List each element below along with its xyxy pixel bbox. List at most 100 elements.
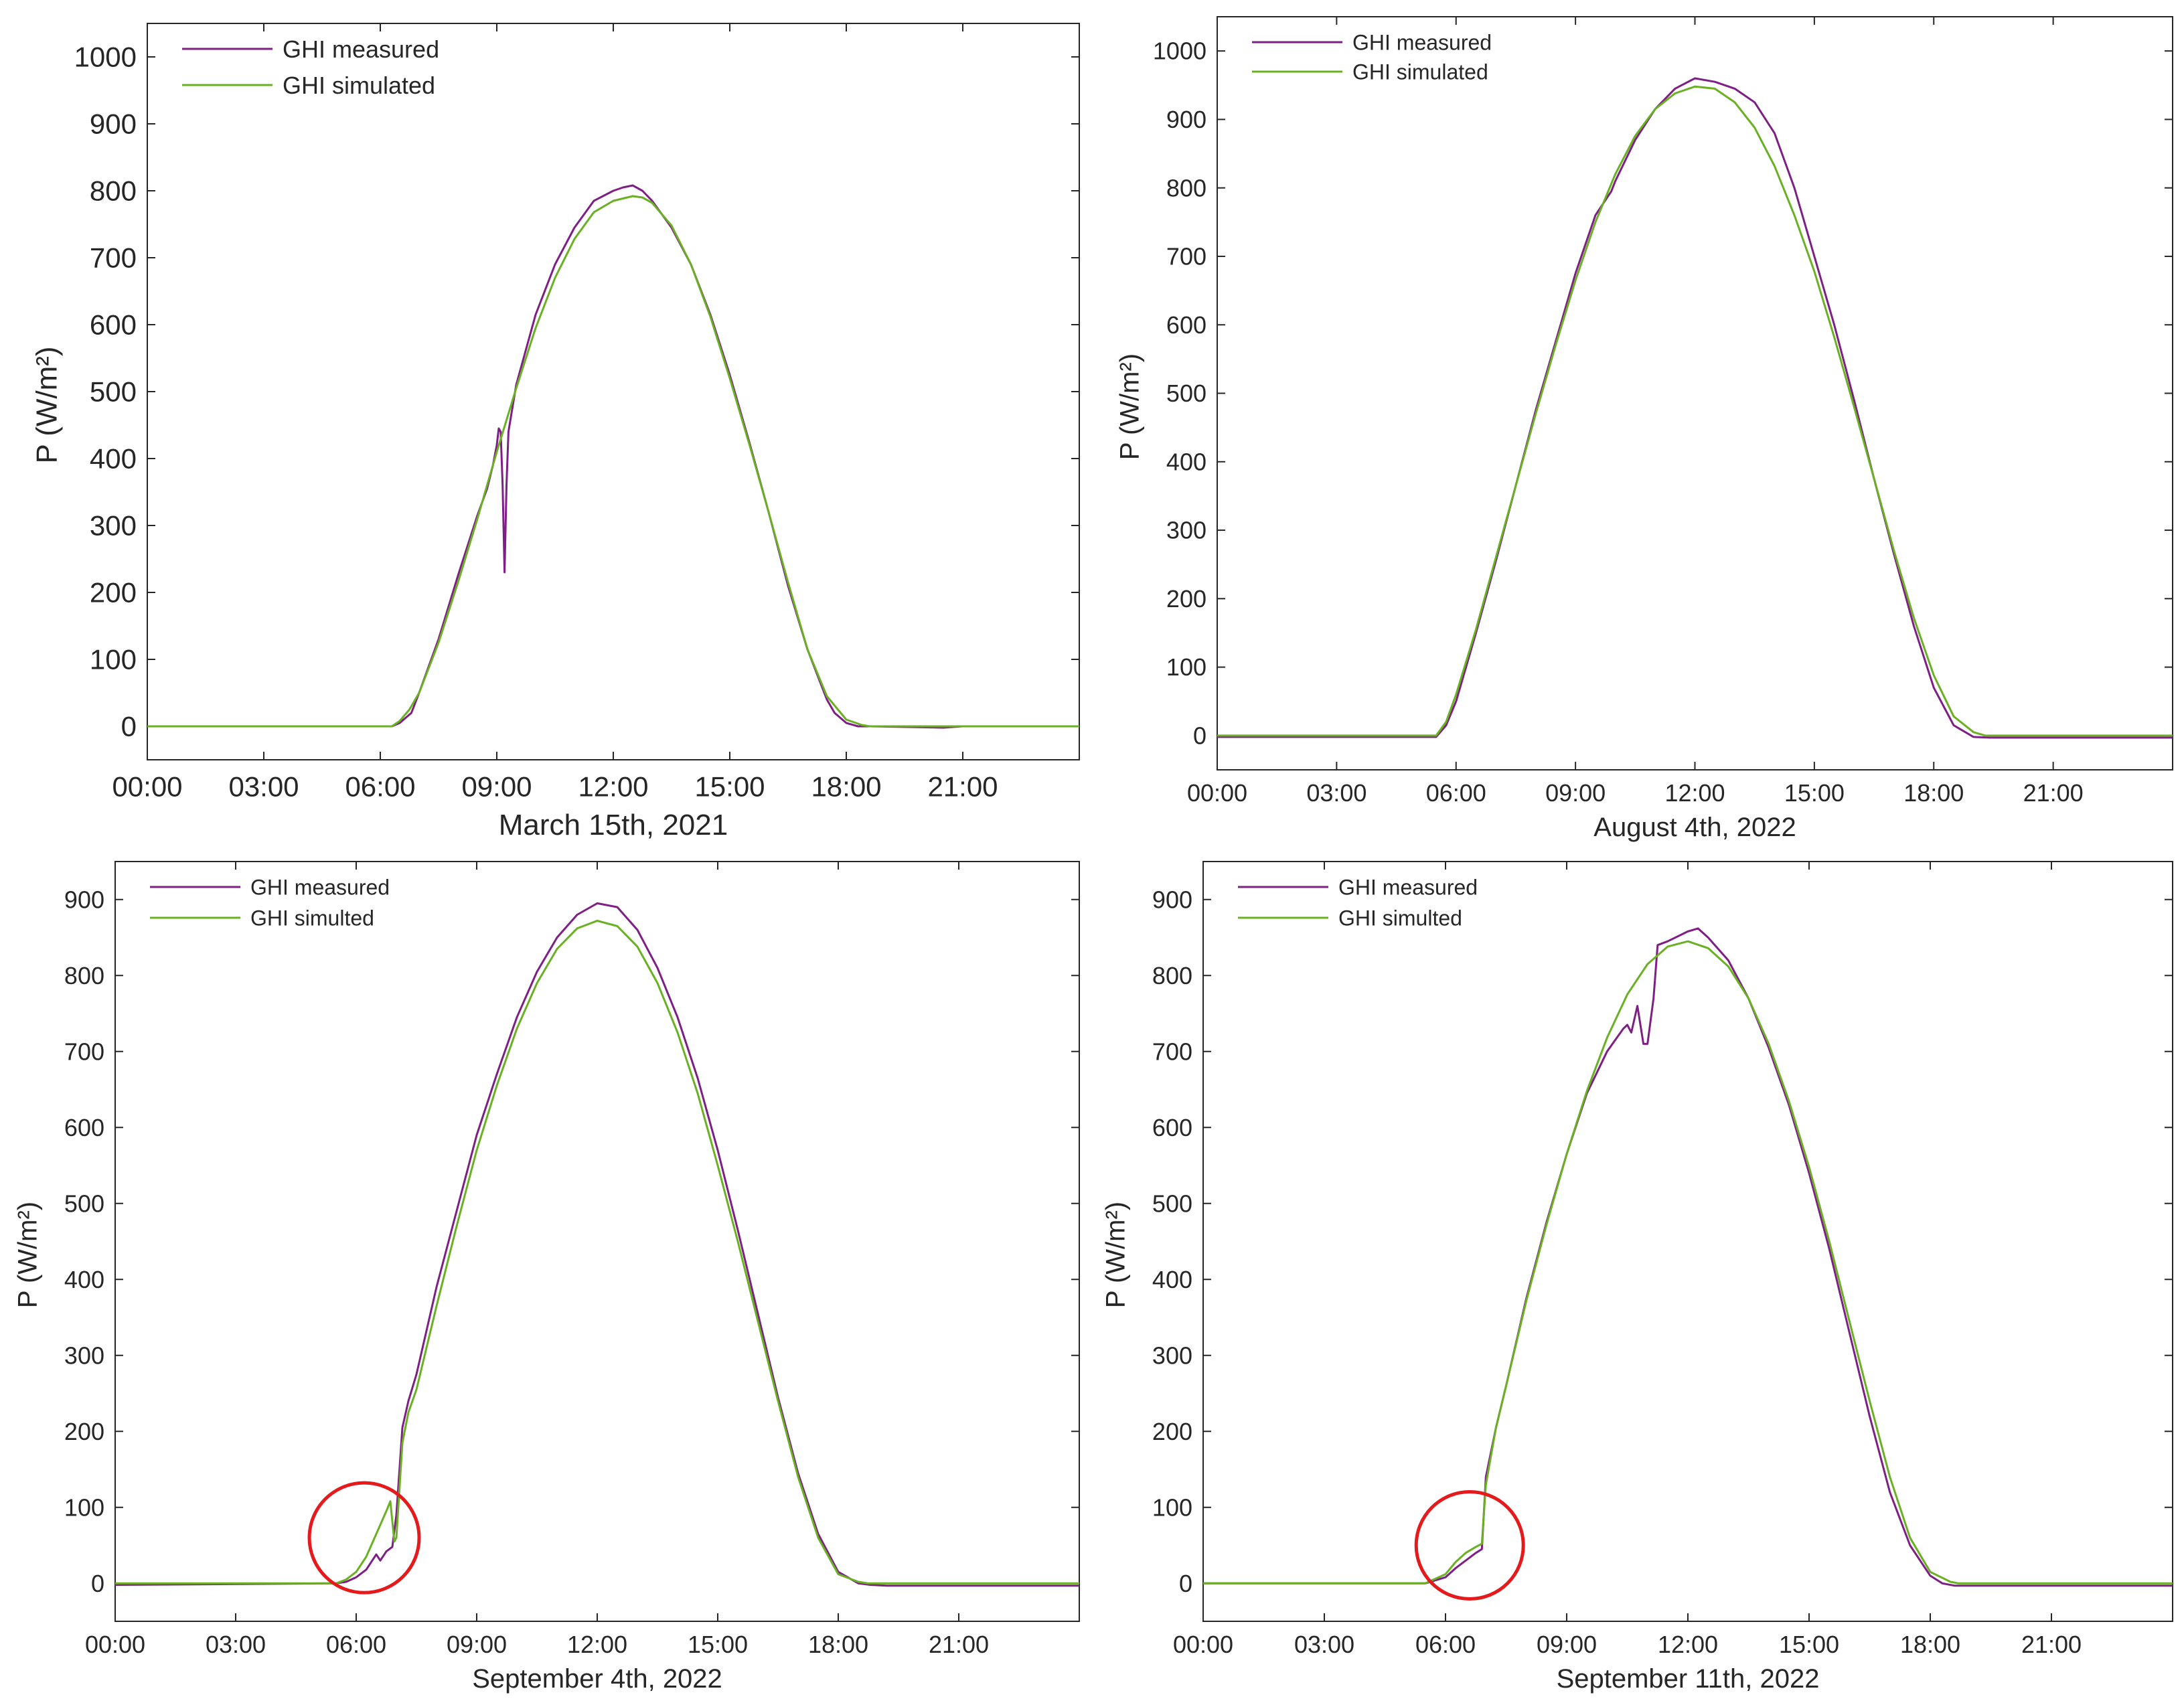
series-line-measured bbox=[147, 184, 1079, 729]
plot-area-frame bbox=[147, 23, 1080, 760]
y-tick-label: 200 bbox=[1152, 1418, 1192, 1445]
x-tick-label: 12:00 bbox=[1658, 1631, 1718, 1658]
y-tick-label: 300 bbox=[1152, 1342, 1192, 1369]
legend-entry-label: GHI measured bbox=[1338, 876, 1478, 900]
y-tick-label: 200 bbox=[90, 577, 137, 608]
y-tick-label: 600 bbox=[1166, 311, 1206, 339]
x-tick-label: 00:00 bbox=[1173, 1631, 1233, 1658]
y-tick-label: 400 bbox=[64, 1266, 104, 1293]
x-tick-label: 09:00 bbox=[447, 1631, 507, 1658]
x-tick-label: 15:00 bbox=[1779, 1631, 1839, 1658]
x-tick-label: 18:00 bbox=[811, 771, 881, 803]
x-tick-label: 09:00 bbox=[461, 771, 532, 803]
y-tick-label: 1000 bbox=[74, 42, 137, 73]
y-tick-label: 900 bbox=[64, 886, 104, 913]
y-tick-label: 400 bbox=[90, 443, 137, 475]
x-tick-label: 09:00 bbox=[1537, 1631, 1597, 1658]
series-line-simulated bbox=[1203, 940, 2173, 1584]
series-line-measured bbox=[1203, 927, 2173, 1587]
chart-panel-2: 0 100 200 300 400 500 600 700 800 900 1000 00:00 03:… bbox=[1115, 16, 2173, 842]
series-line-simulated bbox=[1217, 85, 2173, 737]
y-tick-label: 700 bbox=[90, 242, 137, 274]
x-tick-label: 12:00 bbox=[1664, 779, 1725, 807]
legend-entry-label: GHI simulted bbox=[250, 906, 374, 930]
y-tick-label: 500 bbox=[1166, 380, 1206, 407]
x-tick-label: 00:00 bbox=[85, 1631, 145, 1658]
y-tick-label: 700 bbox=[1166, 243, 1206, 270]
x-axis-label: September 11th, 2022 bbox=[1557, 1664, 1820, 1694]
y-axis-label: P (W/m²) bbox=[13, 1202, 42, 1308]
y-axis-label: P (W/m²) bbox=[1115, 353, 1144, 460]
y-axis-label: P (W/m²) bbox=[30, 346, 63, 463]
y-tick-label: 600 bbox=[90, 309, 137, 341]
plot-area-frame bbox=[114, 861, 1080, 1622]
plot-area-frame bbox=[1202, 861, 2173, 1622]
y-tick-label: 100 bbox=[90, 644, 137, 675]
x-tick-label: 15:00 bbox=[694, 771, 765, 803]
y-tick-label: 800 bbox=[64, 962, 104, 989]
y-tick-label: 400 bbox=[1152, 1266, 1192, 1293]
y-tick-label: 800 bbox=[1166, 174, 1206, 201]
x-tick-label: 21:00 bbox=[927, 771, 998, 803]
series-line-measured bbox=[1217, 77, 2173, 739]
x-tick-label: 03:00 bbox=[1294, 1631, 1354, 1658]
x-tick-label: 15:00 bbox=[1784, 779, 1845, 807]
x-tick-label: 06:00 bbox=[1415, 1631, 1476, 1658]
x-tick-label: 06:00 bbox=[1426, 779, 1486, 807]
x-tick-label: 18:00 bbox=[1900, 1631, 1960, 1658]
legend-entry-label: GHI simulated bbox=[283, 72, 435, 99]
x-tick-label: 21:00 bbox=[929, 1631, 989, 1658]
legend-entry-label: GHI measured bbox=[1352, 31, 1492, 55]
y-axis-label: P (W/m²) bbox=[1101, 1202, 1130, 1308]
x-axis-label: March 15th, 2021 bbox=[499, 809, 728, 841]
x-tick-label: 03:00 bbox=[206, 1631, 266, 1658]
y-tick-label: 400 bbox=[1166, 448, 1206, 475]
y-tick-label: 600 bbox=[1152, 1114, 1192, 1141]
y-tick-label: 100 bbox=[64, 1493, 104, 1521]
y-tick-label: 700 bbox=[64, 1038, 104, 1065]
x-tick-label: 06:00 bbox=[345, 771, 415, 803]
y-tick-label: 100 bbox=[1152, 1493, 1192, 1521]
highlight-circle bbox=[1414, 1490, 1525, 1601]
y-tick-label: 1000 bbox=[1153, 37, 1206, 65]
chart-panel-4: 0 100 200 300 400 500 600 700 800 900 00:00 03:00 06… bbox=[1101, 861, 2173, 1694]
series-line-measured bbox=[115, 902, 1079, 1587]
x-tick-label: 12:00 bbox=[567, 1631, 627, 1658]
y-tick-label: 0 bbox=[1179, 1570, 1192, 1597]
highlight-circle bbox=[307, 1481, 421, 1595]
y-tick-label: 900 bbox=[1166, 106, 1206, 133]
y-tick-label: 700 bbox=[1152, 1038, 1192, 1065]
y-tick-label: 600 bbox=[64, 1114, 104, 1141]
y-tick-label: 900 bbox=[1152, 886, 1192, 913]
y-tick-label: 0 bbox=[91, 1570, 104, 1597]
y-tick-label: 100 bbox=[1166, 653, 1206, 681]
x-tick-label: 21:00 bbox=[2021, 1631, 2082, 1658]
series-line-simulated bbox=[147, 195, 1079, 728]
x-tick-label: 00:00 bbox=[112, 771, 182, 803]
y-tick-label: 800 bbox=[1152, 962, 1192, 989]
y-tick-label: 500 bbox=[90, 376, 137, 408]
y-tick-label: 300 bbox=[90, 510, 137, 542]
x-tick-label: 09:00 bbox=[1545, 779, 1606, 807]
x-tick-label: 15:00 bbox=[688, 1631, 748, 1658]
legend-entry-label: GHI simulted bbox=[1338, 906, 1462, 930]
x-tick-label: 18:00 bbox=[1903, 779, 1964, 807]
x-axis-label: August 4th, 2022 bbox=[1593, 813, 1796, 842]
y-tick-label: 900 bbox=[90, 108, 137, 140]
series-line-simulated bbox=[115, 920, 1079, 1584]
legend-entry-label: GHI measured bbox=[250, 876, 390, 900]
y-tick-label: 500 bbox=[64, 1190, 104, 1217]
plot-area-frame bbox=[1217, 16, 2173, 770]
x-tick-label: 18:00 bbox=[808, 1631, 868, 1658]
y-tick-label: 500 bbox=[1152, 1190, 1192, 1217]
x-tick-label: 06:00 bbox=[326, 1631, 386, 1658]
x-tick-label: 00:00 bbox=[1187, 779, 1247, 807]
x-tick-label: 03:00 bbox=[228, 771, 299, 803]
legend-entry-label: GHI simulated bbox=[1352, 60, 1488, 84]
y-tick-label: 300 bbox=[64, 1342, 104, 1369]
chart-panel-1: 0 100 200 300 400 500 600 700 800 900 1000 00:00 03:… bbox=[30, 23, 1080, 841]
y-tick-label: 200 bbox=[64, 1418, 104, 1445]
x-axis-label: September 4th, 2022 bbox=[472, 1664, 722, 1694]
y-tick-label: 300 bbox=[1166, 517, 1206, 544]
